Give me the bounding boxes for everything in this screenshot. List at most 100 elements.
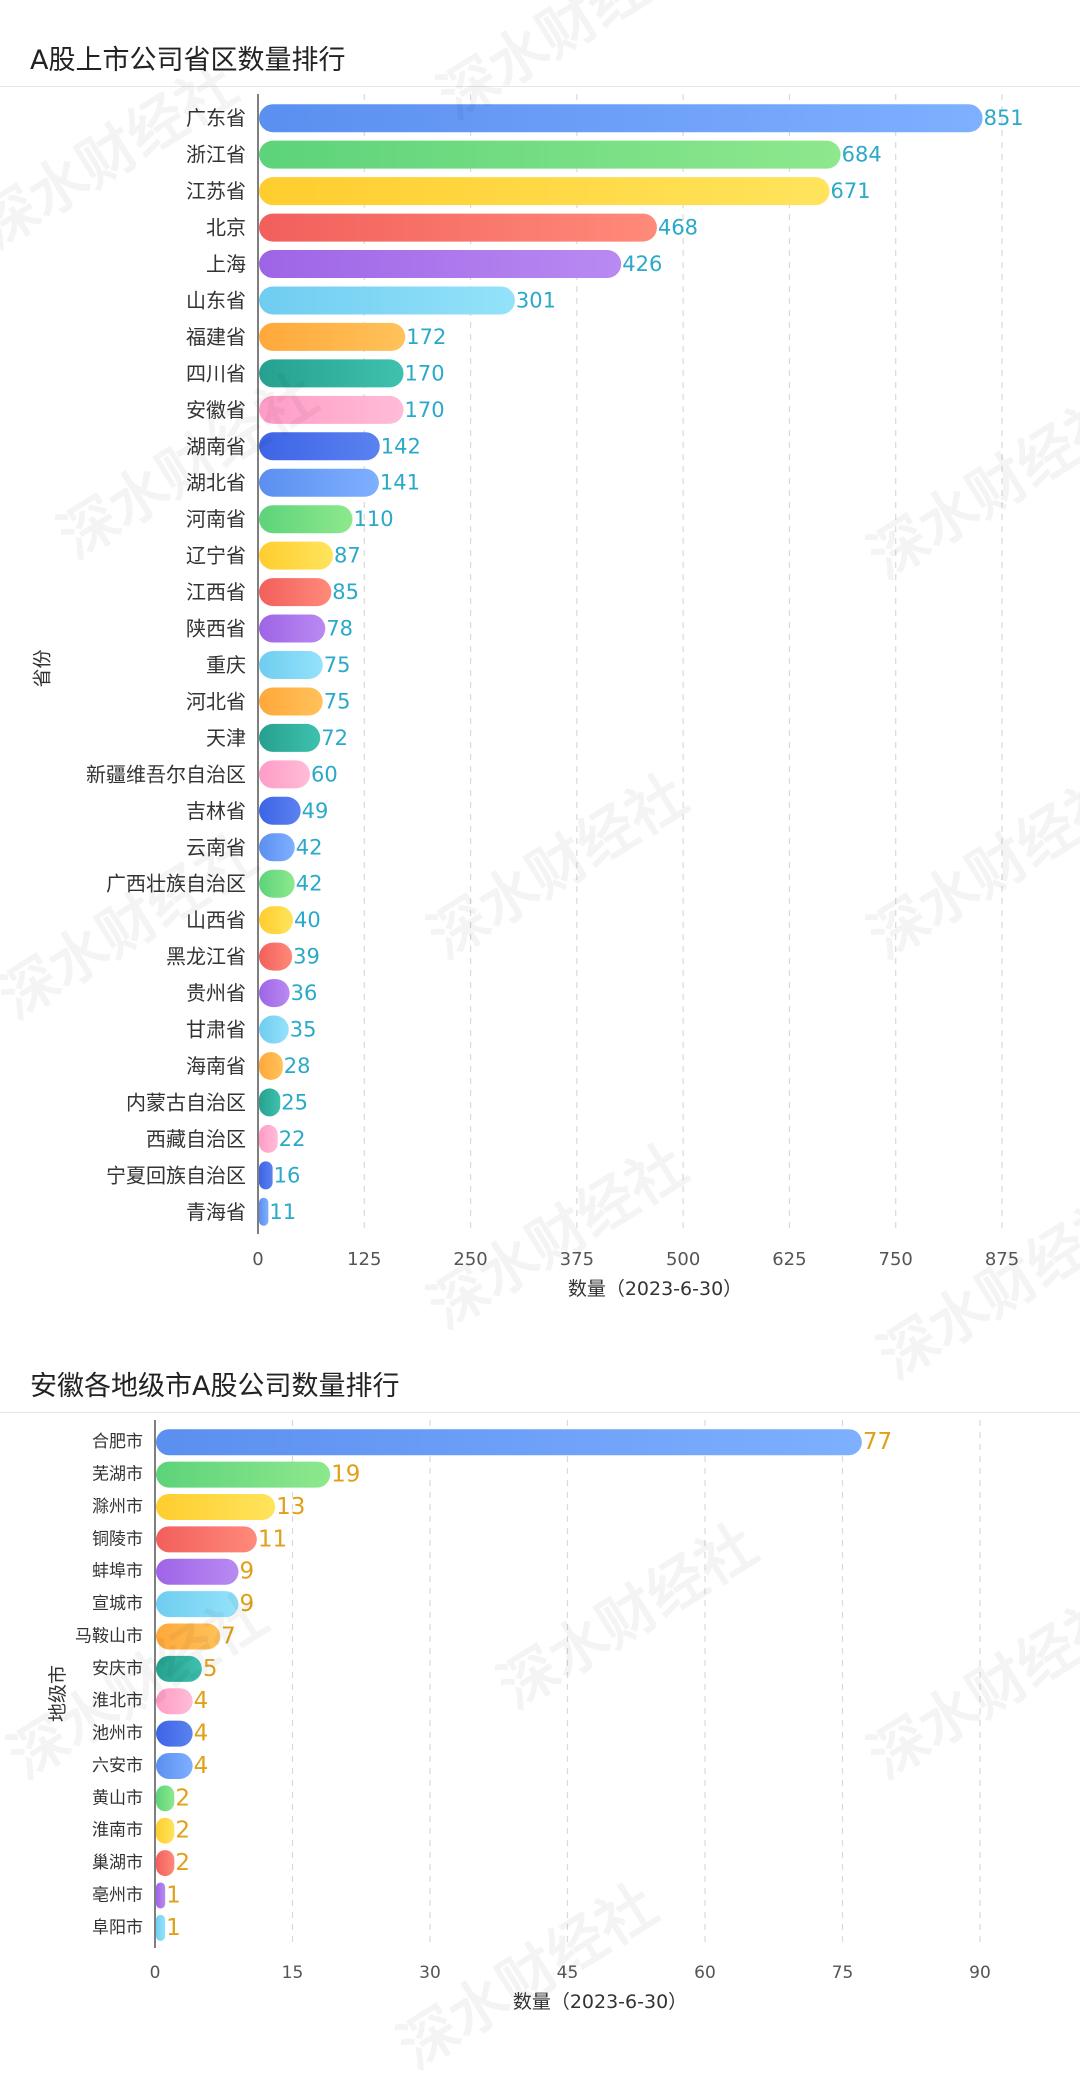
chart1-category-label: 甘肃省 [186,1018,246,1042]
chart2-value-label: 2 [175,1850,190,1876]
chart2-bar [156,1817,175,1844]
chart1-bar [259,687,323,716]
chart1-value-label: 36 [291,981,318,1005]
chart1-bar [259,614,326,643]
chart1-category-label: 四川省 [186,361,246,385]
chart2-value-label: 7 [221,1623,236,1649]
chart1-bar [259,723,321,752]
chart1-category-label: 吉林省 [186,799,246,823]
chart2-bar [156,1882,166,1909]
chart2-category-label: 滁州市 [92,1497,143,1517]
chart1-bar [259,286,515,315]
chart2-bar [156,1591,239,1618]
chart1-value-label: 87 [334,544,361,568]
chart1-bar [259,869,295,898]
chart1-category-label: 湖南省 [186,434,246,458]
chart2-value-label: 77 [863,1429,892,1455]
chart1-category-label: 湖北省 [186,471,246,495]
chart1-title: A股上市公司省区数量排行 [30,45,346,76]
chart1-bar [259,1051,283,1080]
chart2-bar [156,1720,193,1747]
chart1-value-label: 170 [405,398,445,422]
chart1-bar [259,177,830,206]
chart1-xtick-label: 375 [560,1249,594,1270]
chart1-category-label: 海南省 [186,1054,246,1078]
chart1-bar [259,395,404,424]
chart1-value-label: 468 [658,216,698,240]
chart1-bar [259,796,301,825]
chart2-title: 安徽各地级市A股公司数量排行 [30,1371,400,1402]
chart1-value-label: 42 [296,872,323,896]
chart1-category-label: 山东省 [186,288,246,312]
chart2-bar [156,1914,166,1941]
chart1-category-label: 广东省 [186,106,246,130]
chart2-xtick-label: 60 [694,1963,716,1983]
chart1-value-label: 671 [831,179,871,203]
chart1-value-label: 172 [406,325,446,349]
chart1-category-label: 江西省 [186,580,246,604]
chart2-category-label: 淮南市 [92,1821,143,1841]
chart1-xtick-label: 0 [252,1249,263,1270]
chart1-value-label: 28 [284,1054,311,1078]
chart2-bar [156,1688,193,1715]
chart2-bar [156,1526,257,1553]
chart1-plot: 0 125 250 375 500 625 750 875 广东省 851 浙江省 684 江苏省 671… [86,94,1024,1270]
chart2-xtick-label: 45 [557,1963,579,1983]
chart1-divider [0,86,1080,87]
chart2-value-label: 4 [194,1721,209,1747]
chart1-xtick-label: 250 [453,1249,487,1270]
chart1-category-label: 山西省 [186,908,246,932]
chart1-bar [259,760,311,789]
chart1-bar [259,104,983,133]
chart2-category-label: 巢湖市 [92,1853,143,1873]
chart2-value-label: 13 [276,1494,305,1520]
chart1-category-label: 浙江省 [186,143,246,167]
chart1-bar [259,213,657,242]
chart1-category-label: 青海省 [186,1200,246,1224]
chart1-bar [259,322,406,351]
chart1-value-label: 75 [324,689,351,713]
chart1-value-label: 25 [281,1090,308,1114]
chart2-category-label: 芜湖市 [92,1465,143,1485]
chart2-bar [156,1623,221,1650]
chart2-bar [156,1752,193,1779]
chart1-value-label: 35 [290,1018,317,1042]
chart2-category-label: 淮北市 [92,1691,143,1711]
chart1-value-label: 85 [332,580,359,604]
chart1-bar [259,578,332,607]
chart1-bar [259,468,379,497]
chart1-category-label: 西藏自治区 [146,1127,246,1151]
chart1-bar [259,1161,273,1190]
chart2-category-label: 阜阳市 [92,1918,143,1938]
chart2-value-label: 11 [258,1526,287,1552]
chart2-xtick-label: 0 [150,1963,161,1983]
chart2-category-label: 蚌埠市 [92,1562,143,1582]
chart1-xtick-label: 875 [985,1249,1019,1270]
chart1-value-label: 75 [324,653,351,677]
chart1-xlabel: 数量（2023-6-30） [567,1278,743,1300]
chart2-xtick-label: 90 [969,1963,991,1983]
chart2-category-label: 亳州市 [92,1885,143,1905]
chart1-value-label: 39 [293,945,320,969]
chart2-value-label: 1 [166,1882,181,1908]
chart2-category-label: 六安市 [92,1756,143,1776]
chart2-value-label: 1 [166,1915,181,1941]
chart1-xtick-label: 750 [879,1249,913,1270]
chart2-category-label: 宣城市 [92,1594,143,1614]
chart2-value-label: 2 [175,1818,190,1844]
chart1-value-label: 22 [279,1127,306,1151]
chart2-category-label: 池州市 [92,1724,143,1744]
chart1-value-label: 684 [842,143,882,167]
chart1-category-label: 河北省 [186,689,246,713]
chart1-bar [259,1197,269,1226]
chart2-category-label: 合肥市 [92,1432,143,1452]
chart1-value-label: 16 [274,1163,301,1187]
chart1-value-label: 142 [381,434,421,458]
chart1-value-label: 426 [622,252,662,276]
chart1-bar [259,541,333,570]
chart1-category-label: 河南省 [186,507,246,531]
chart1-bar [259,942,293,971]
chart2-category-label: 马鞍山市 [75,1626,143,1646]
chart1-bar [259,1015,289,1044]
